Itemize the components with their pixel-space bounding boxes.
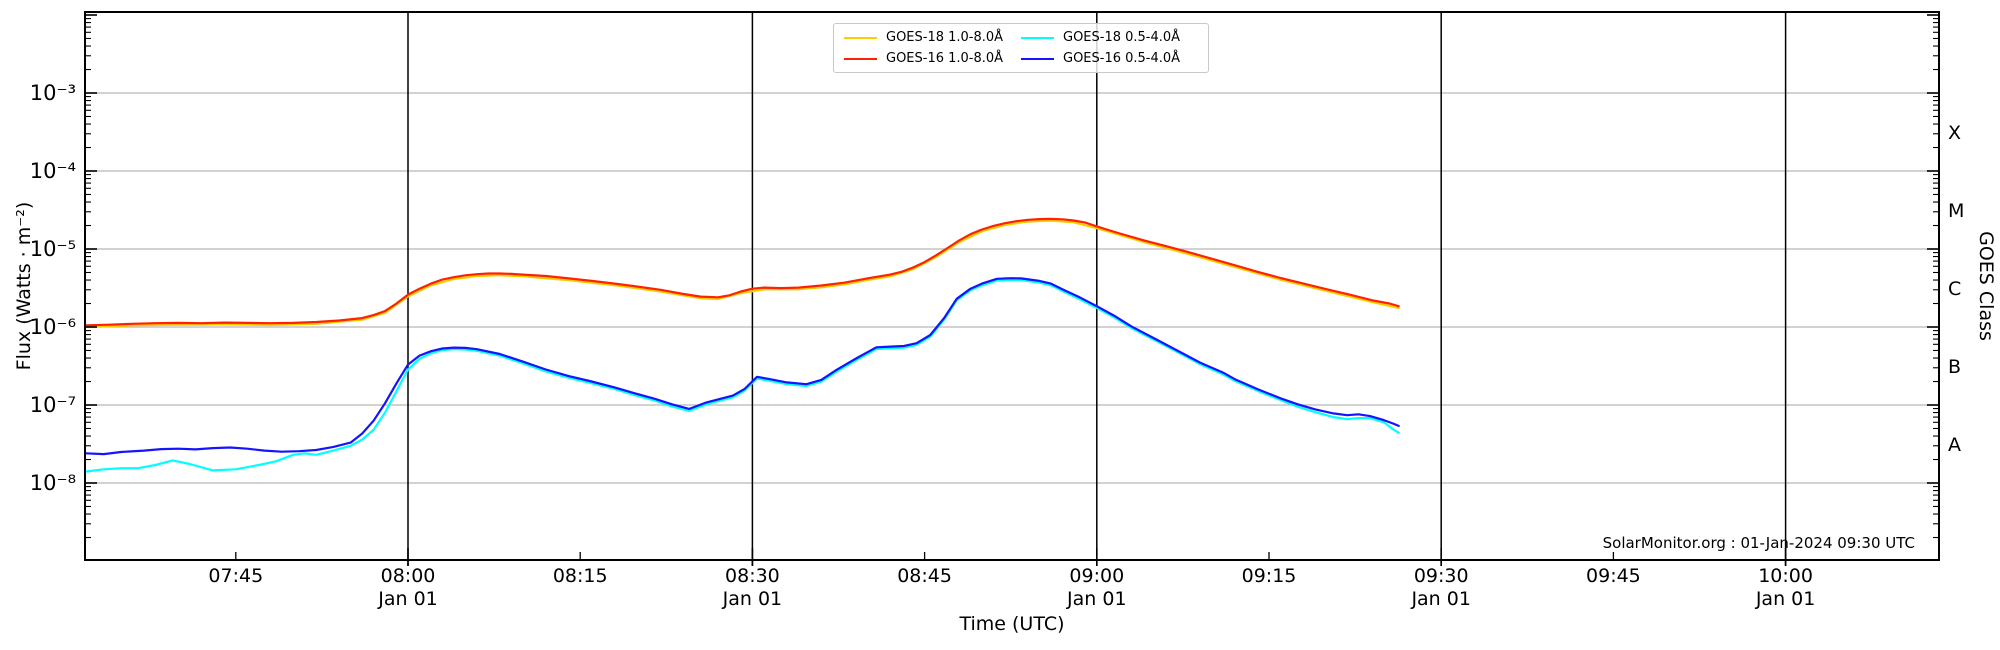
x-day-label: Jan 01 (1410, 588, 1471, 610)
goes-class-letter: B (1948, 356, 1961, 378)
legend: GOES-18 1.0-8.0Å GOES-16 1.0-8.0Å GOES-1… (833, 23, 1209, 73)
y-gridlines (85, 92, 1939, 484)
series-goes-1605-40-line (85, 277, 1400, 456)
y-tick-label: 10⁻⁷ (30, 393, 76, 417)
right-axis-label: GOES Class (1975, 231, 1997, 341)
series-goes-1610-80-line (85, 217, 1400, 327)
class-letters: X M C B A (1948, 122, 1964, 456)
series-goes-1810-80-line (85, 219, 1400, 329)
x-day-label: Jan 01 (1755, 588, 1816, 610)
legend-item: GOES-16 0.5-4.0Å (1021, 48, 1198, 69)
goes-class-letter: C (1948, 278, 1961, 300)
y-ticks (85, 14, 1939, 539)
legend-label: GOES-18 1.0-8.0Å (886, 30, 1004, 45)
legend-line-goes18-long-icon (844, 36, 877, 39)
legend-item: GOES-16 1.0-8.0Å (844, 48, 1021, 69)
goes-class-letter: X (1948, 122, 1961, 144)
x-tick-label: 08:45 (897, 565, 952, 587)
series-goes-1805-40-line (85, 278, 1400, 473)
x-ticks (235, 548, 1787, 566)
legend-line-goes16-short-icon (1021, 57, 1054, 60)
y-tick-label: 10⁻⁵ (30, 237, 76, 261)
x-tick-label: 09:15 (1242, 565, 1297, 587)
y-tick-label: 10⁻⁶ (30, 315, 76, 339)
legend-line-goes16-long-icon (844, 57, 877, 60)
legend-label: GOES-18 0.5-4.0Å (1063, 30, 1181, 45)
x-tick-label: 09:30 (1414, 565, 1469, 587)
day-gridlines (407, 12, 1787, 566)
legend-label: GOES-16 1.0-8.0Å (886, 51, 1004, 66)
x-tick-label: 08:15 (553, 565, 608, 587)
y-tick-labels: 10⁻³ 10⁻⁴ 10⁻⁵ 10⁻⁶ 10⁻⁷ 10⁻⁸ (30, 81, 76, 495)
x-tick-label: 09:00 (1069, 565, 1124, 587)
y-axis-label: Flux (Watts · m⁻²) (13, 201, 35, 371)
x-tick-label: 08:30 (725, 565, 780, 587)
goes-class-letter: A (1948, 434, 1961, 456)
x-day-label: Jan 01 (1066, 588, 1127, 610)
y-tick-label: 10⁻³ (30, 81, 76, 105)
legend-item: GOES-18 0.5-4.0Å (1021, 27, 1198, 48)
x-tick-label: 09:45 (1586, 565, 1641, 587)
x-tick-label: 07:45 (208, 565, 263, 587)
x-tick-label: 08:00 (381, 565, 436, 587)
watermark-text: SolarMonitor.org : 01-Jan-2024 09:30 UTC (1602, 534, 1915, 552)
plot-border (84, 11, 1940, 561)
series-group (85, 217, 1400, 473)
y-tick-label: 10⁻⁴ (30, 159, 76, 183)
x-day-label: Jan 01 (377, 588, 438, 610)
x-axis-label: Time (UTC) (959, 613, 1065, 635)
x-day-label: Jan 01 (722, 588, 783, 610)
legend-item: GOES-18 1.0-8.0Å (844, 27, 1021, 48)
goes-class-letter: M (1948, 200, 1964, 222)
y-tick-label: 10⁻⁸ (30, 471, 76, 495)
legend-line-goes18-short-icon (1021, 36, 1054, 39)
x-tick-label: 10:00 (1758, 565, 1813, 587)
legend-label: GOES-16 0.5-4.0Å (1063, 51, 1181, 66)
